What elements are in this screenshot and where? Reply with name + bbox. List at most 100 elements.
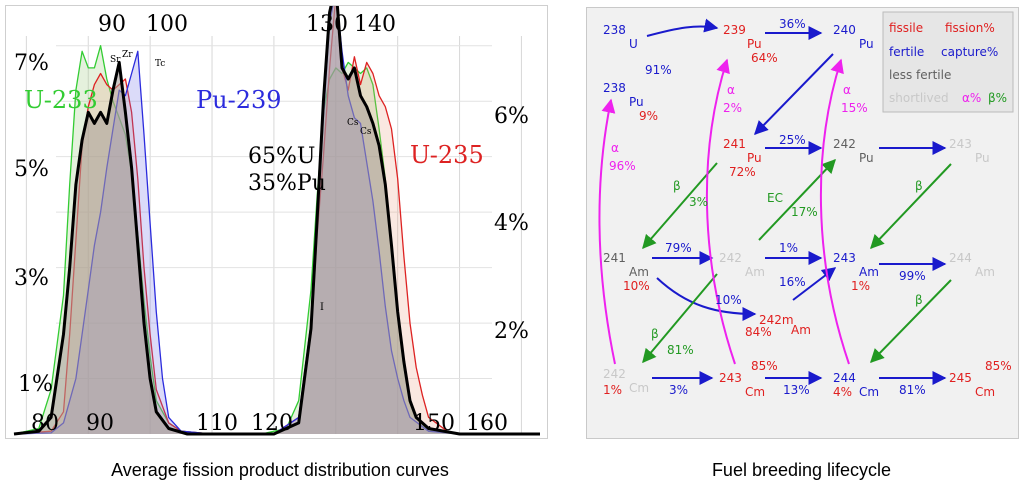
element-label-i: I — [320, 302, 324, 313]
nuclide-pu243-element: Pu — [975, 151, 990, 165]
nuclide-pu240-element: Pu — [859, 37, 874, 51]
pct-pu239-fission: 64% — [751, 51, 778, 65]
pct-pu239-pu240: 36% — [779, 17, 806, 31]
legend-fission-pct: fission% — [945, 21, 995, 35]
arrow-pu243-am243 — [870, 163, 952, 250]
nuclide-cm242-mass: 242 — [603, 367, 626, 381]
bottom-tick-label: 160 — [466, 411, 508, 436]
element-label-cs: Cs — [347, 118, 359, 128]
bottom-tick-label: 110 — [196, 411, 238, 436]
caption-fission-products: Average fission product distribution cur… — [111, 460, 449, 480]
arrow-am242m-am243 — [792, 267, 837, 301]
breeding-lifecycle-diagram: fissile fission% fertile capture% less f… — [598, 11, 1014, 399]
pct-am244-beta-symbol: β — [915, 293, 923, 307]
arrow-pu240-pu241 — [754, 53, 834, 136]
series-label-u233: U-233 — [24, 86, 98, 114]
pct-pu241-fission: 72% — [729, 165, 756, 179]
nuclide-pu242-mass: 242 — [833, 137, 856, 151]
element-label-tc: Tc — [155, 59, 165, 69]
pct-u238-capture: 91% — [645, 63, 672, 77]
series-area-average — [14, 6, 540, 434]
bottom-tick-label: 150 — [413, 411, 455, 436]
top-tick-label: 100 — [146, 12, 188, 37]
pct-am242-ec: 17% — [791, 205, 818, 219]
pct-am242-beta-symbol: β — [651, 327, 659, 341]
legend-box — [882, 11, 1014, 113]
nuclides: 238 U 240 Pu 238 Pu 243 Am 244 Cm 239 Pu… — [603, 23, 995, 399]
bottom-tick-label: 80 — [31, 411, 59, 436]
pct-am243-capture: 99% — [899, 269, 926, 283]
pct-pu241-capture: 25% — [779, 133, 806, 147]
nuclide-pu242-element: Pu — [859, 151, 874, 165]
arrow-am244-cm244 — [870, 279, 952, 364]
fission-yield-chart-panel: 90 100 130 140 80 90 110 120 150 160 7% … — [5, 5, 548, 439]
nuclide-cm244-element: Cm — [859, 385, 879, 399]
nuclide-am242-mass: 242 — [719, 251, 742, 265]
pct-am242-beta: 81% — [667, 343, 694, 357]
legend-capture-pct: capture% — [941, 45, 998, 59]
nuclide-cm245-element: Cm — [975, 385, 995, 399]
caption-breeding-lifecycle: Fuel breeding lifecycle — [711, 460, 892, 480]
nuclide-pu239-mass: 239 — [723, 23, 746, 37]
element-label-cs: Cs — [360, 127, 372, 137]
top-tick-label: 130 — [306, 12, 348, 37]
legend-alpha-pct: α% — [962, 91, 981, 105]
pct-pu243-beta-symbol: β — [915, 179, 923, 193]
arrow-pu241-am241 — [642, 162, 718, 250]
legend: fissile fission% fertile capture% less f… — [882, 11, 1014, 113]
pct-am241-am242m: 10% — [715, 293, 742, 307]
pct-am242m-fission: 84% — [745, 325, 772, 339]
pct-pu238-fission: 9% — [639, 109, 658, 123]
nuclide-am241-mass: 241 — [603, 251, 626, 265]
nuclide-cm242-element: Cm — [629, 381, 649, 395]
top-tick-label: 140 — [354, 12, 396, 37]
nuclide-am242-element: Am — [745, 265, 765, 279]
fission-yield-chart: 90 100 130 140 80 90 110 120 150 160 7% … — [13, 6, 540, 436]
legend-shortlived: shortlived — [889, 91, 949, 105]
pct-am243-fission: 1% — [851, 279, 870, 293]
arrow-am241-am242m — [656, 277, 757, 321]
capture-arrows — [646, 18, 947, 385]
pct-pu240-alpha-symbol: α — [727, 83, 735, 97]
pct-am241-fission: 10% — [623, 279, 650, 293]
nuclide-cm245-mass: 245 — [949, 371, 972, 385]
nuclide-am242m-mass: 242m — [759, 313, 794, 327]
legend-beta-pct: β% — [988, 91, 1007, 105]
chart-series — [13, 6, 540, 436]
arrow-u238-pu239 — [646, 18, 719, 37]
nuclide-u238-element: U — [629, 37, 638, 51]
nuclide-u238-mass: 238 — [603, 23, 626, 37]
nuclide-cm243-mass: 243 — [719, 371, 742, 385]
nuclide-pu241-element: Pu — [747, 151, 762, 165]
right-tick-label: 6% — [494, 104, 529, 129]
nuclide-pu243-mass: 243 — [949, 137, 972, 151]
alpha-arrows — [598, 58, 850, 365]
pct-am241-capture: 79% — [665, 241, 692, 255]
series-label-pu239: Pu-239 — [196, 86, 282, 114]
pct-cm244-alpha-symbol: α — [843, 83, 851, 97]
pct-cm245-fission: 85% — [985, 359, 1012, 373]
pct-cm244-capture: 81% — [899, 383, 926, 397]
series-label-u235: U-235 — [410, 141, 484, 169]
nuclide-pu240-mass: 240 — [833, 23, 856, 37]
left-tick-label: 5% — [14, 157, 49, 182]
left-tick-label: 7% — [14, 51, 49, 76]
element-label-sr: Sr — [110, 55, 121, 65]
pct-cm242-capture: 3% — [669, 383, 688, 397]
nuclide-pu238-element: Pu — [629, 95, 644, 109]
nuclide-cm243-element: Cm — [745, 385, 765, 399]
pct-cm244-fission: 4% — [833, 385, 852, 399]
nuclide-am243-mass: 243 — [833, 251, 856, 265]
legend-fertile: fertile — [889, 45, 924, 59]
pct-pu238-alpha-symbol: α — [611, 141, 619, 155]
top-tick-label: 90 — [98, 12, 126, 37]
pct-pu238-alpha: 96% — [609, 159, 636, 173]
nuclide-pu238-mass: 238 — [603, 81, 626, 95]
left-tick-label: 1% — [18, 372, 53, 397]
legend-less-fertile: less fertile — [889, 68, 951, 82]
left-tick-label: 3% — [14, 266, 49, 291]
arrow-am242-cm242 — [642, 273, 718, 364]
pct-cm242-fission: 1% — [603, 383, 622, 397]
nuclide-cm244-mass: 244 — [833, 371, 856, 385]
nuclide-am241-element: Am — [629, 265, 649, 279]
